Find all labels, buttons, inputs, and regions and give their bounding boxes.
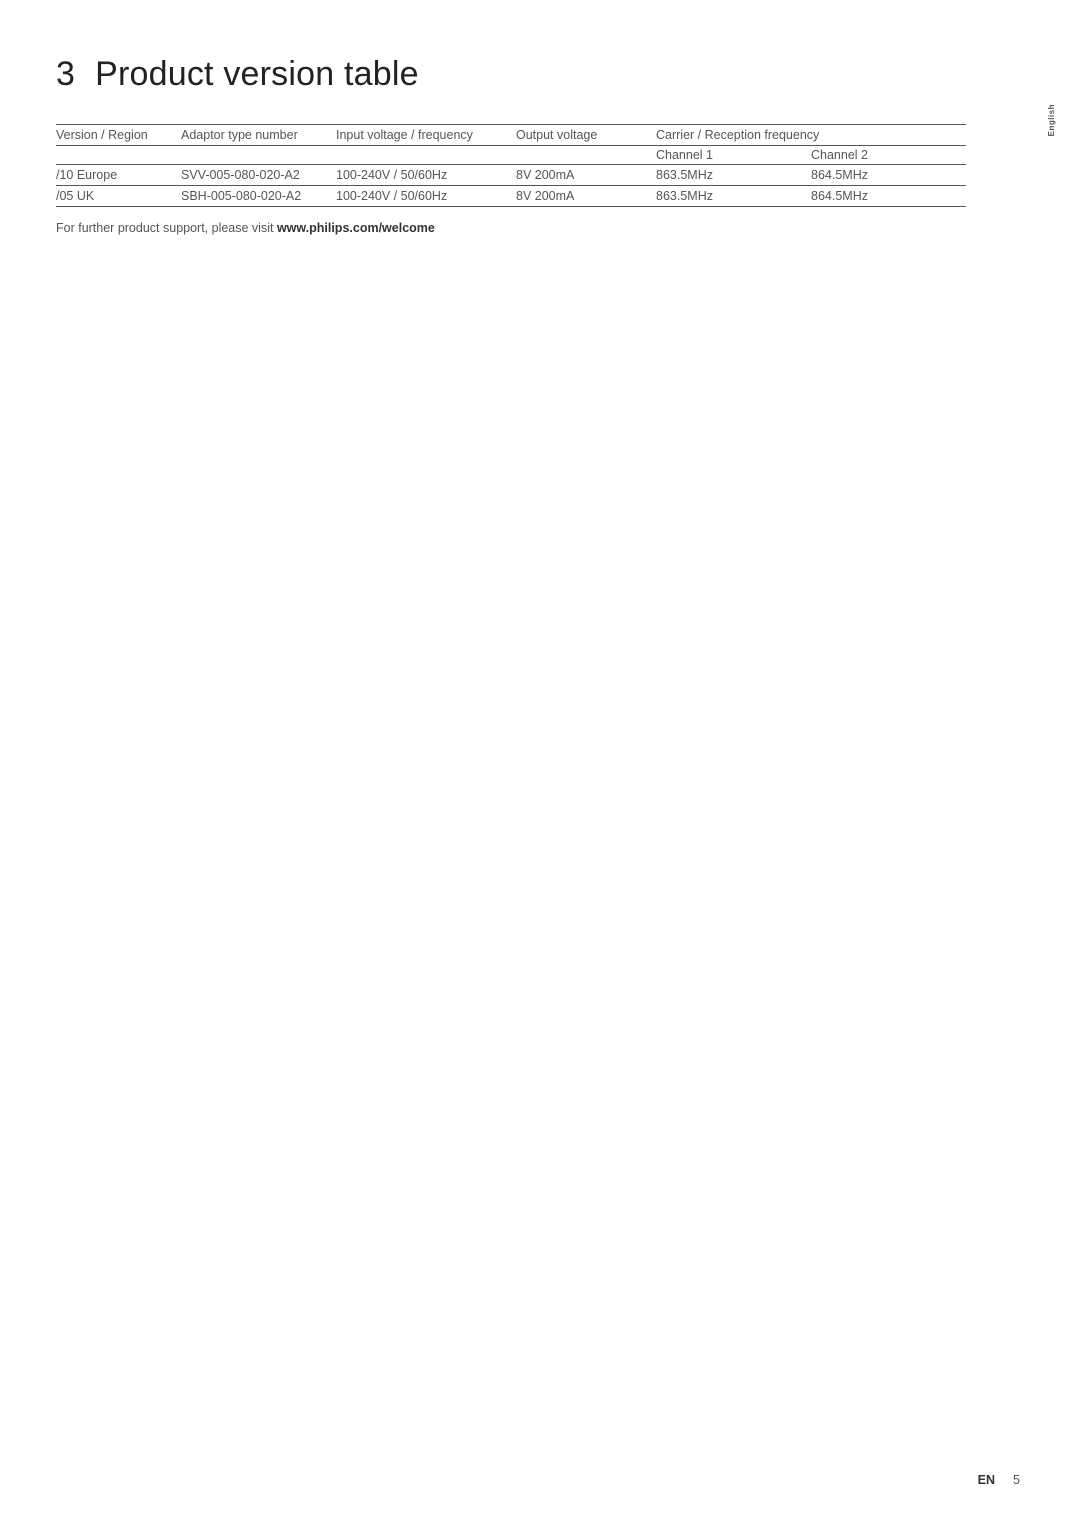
col-output-header: Output voltage bbox=[516, 125, 656, 146]
col-input-header: Input voltage / frequency bbox=[336, 125, 516, 146]
cell-input: 100-240V / 50/60Hz bbox=[336, 165, 516, 186]
subheader-empty bbox=[181, 146, 336, 165]
page-footer: EN 5 bbox=[978, 1473, 1020, 1487]
subheader-empty bbox=[336, 146, 516, 165]
page: English 3 Product version table Version /… bbox=[0, 0, 1080, 1527]
col-version-header: Version / Region bbox=[56, 125, 181, 146]
cell-output: 8V 200mA bbox=[516, 165, 656, 186]
footer-lang: EN bbox=[978, 1473, 995, 1487]
table-row: /10 Europe SVV-005-080-020-A2 100-240V /… bbox=[56, 165, 966, 186]
cell-input: 100-240V / 50/60Hz bbox=[336, 186, 516, 207]
cell-adaptor: SBH-005-080-020-A2 bbox=[181, 186, 336, 207]
cell-ch1: 863.5MHz bbox=[656, 165, 811, 186]
section-title: Product version table bbox=[95, 55, 419, 93]
support-note: For further product support, please visi… bbox=[56, 221, 1020, 235]
cell-version: /10 Europe bbox=[56, 165, 181, 186]
support-link[interactable]: www.philips.com/welcome bbox=[277, 221, 435, 235]
cell-ch2: 864.5MHz bbox=[811, 165, 966, 186]
product-version-table: Version / Region Adaptor type number Inp… bbox=[56, 124, 966, 207]
table-header-row: Version / Region Adaptor type number Inp… bbox=[56, 125, 966, 146]
table: Version / Region Adaptor type number Inp… bbox=[56, 124, 966, 207]
cell-ch2: 864.5MHz bbox=[811, 186, 966, 207]
cell-output: 8V 200mA bbox=[516, 186, 656, 207]
section-number: 3 bbox=[56, 55, 75, 94]
subheader-empty bbox=[56, 146, 181, 165]
subheader-channel-1: Channel 1 bbox=[656, 146, 811, 165]
subheader-channel-2: Channel 2 bbox=[811, 146, 966, 165]
footer-page-number: 5 bbox=[1013, 1473, 1020, 1487]
table-row: /05 UK SBH-005-080-020-A2 100-240V / 50/… bbox=[56, 186, 966, 207]
col-carrier-header: Carrier / Reception frequency bbox=[656, 125, 966, 146]
col-adaptor-header: Adaptor type number bbox=[181, 125, 336, 146]
side-language-label: English bbox=[1047, 104, 1056, 136]
subheader-empty bbox=[516, 146, 656, 165]
section-heading: 3 Product version table bbox=[56, 55, 1020, 94]
support-note-prefix: For further product support, please visi… bbox=[56, 221, 277, 235]
cell-adaptor: SVV-005-080-020-A2 bbox=[181, 165, 336, 186]
table-subheader-row: Channel 1 Channel 2 bbox=[56, 146, 966, 165]
cell-ch1: 863.5MHz bbox=[656, 186, 811, 207]
cell-version: /05 UK bbox=[56, 186, 181, 207]
